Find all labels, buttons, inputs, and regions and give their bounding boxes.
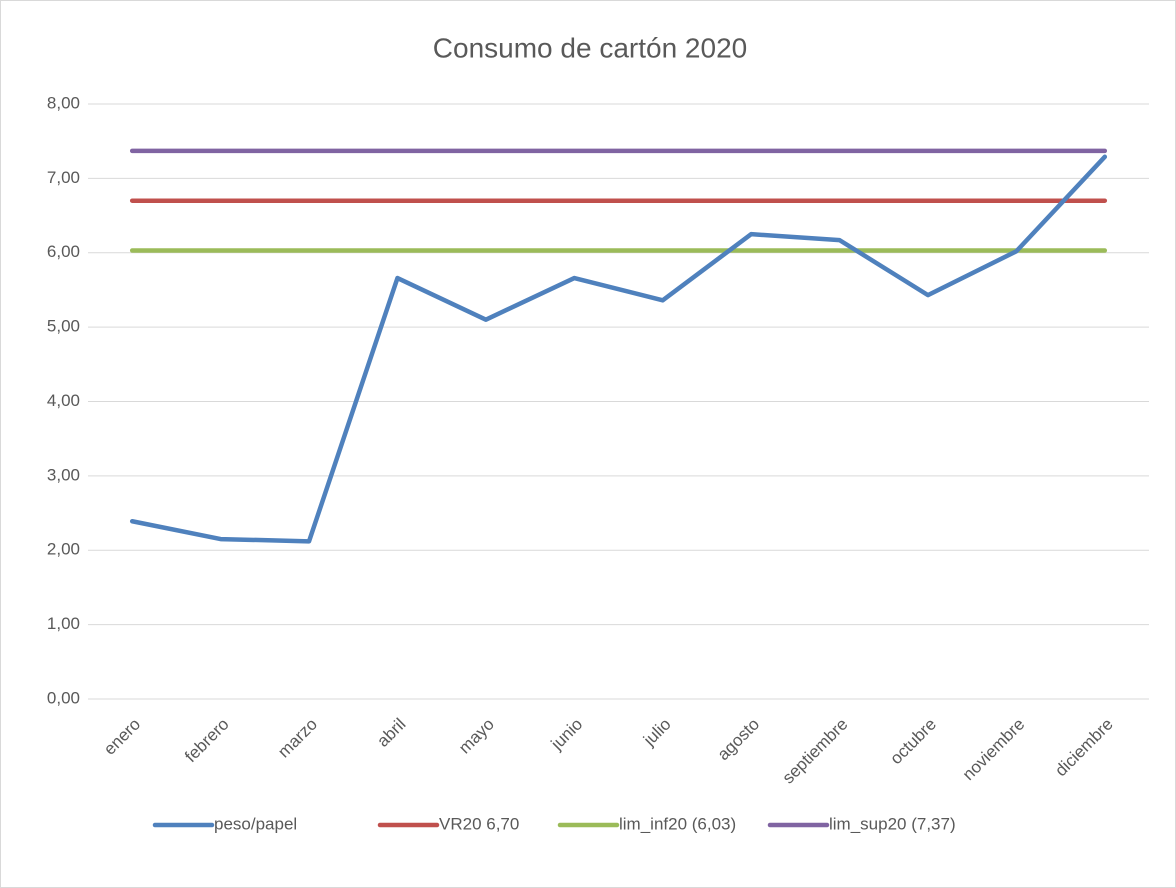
y-tick-label: 8,00 <box>47 93 80 112</box>
legend-label: lim_sup20 (7,37) <box>829 814 956 833</box>
y-tick-label: 7,00 <box>47 168 80 187</box>
y-tick-label: 4,00 <box>47 391 80 410</box>
y-tick-label: 6,00 <box>47 242 80 261</box>
y-tick-label: 3,00 <box>47 465 80 484</box>
legend-label: peso/papel <box>214 814 297 833</box>
y-tick-label: 2,00 <box>47 540 80 559</box>
y-tick-label: 1,00 <box>47 614 80 633</box>
chart-title: Consumo de cartón 2020 <box>433 32 747 63</box>
series-line <box>129 154 1108 544</box>
y-tick-label: 5,00 <box>47 317 80 336</box>
legend-label: VR20 6,70 <box>439 814 519 833</box>
y-tick-label: 0,00 <box>47 688 80 707</box>
legend-label: lim_inf20 (6,03) <box>619 814 736 833</box>
